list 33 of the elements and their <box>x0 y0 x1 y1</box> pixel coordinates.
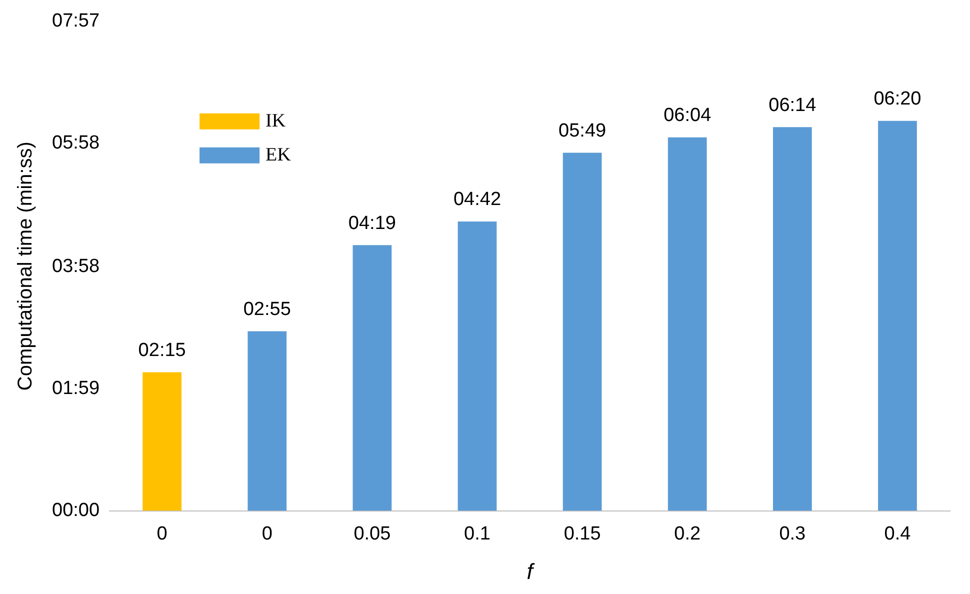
data-label: 02:55 <box>243 298 291 320</box>
y-tick-label: 01:59 <box>52 378 100 399</box>
bar <box>248 331 287 511</box>
x-tick-label: 0.05 <box>354 523 391 544</box>
data-label: 06:20 <box>874 88 922 110</box>
y-tick-label: 05:58 <box>52 132 100 154</box>
y-tick-label: 03:58 <box>52 256 100 277</box>
data-label: 06:14 <box>768 94 817 116</box>
x-tick-label: 0.15 <box>564 523 601 544</box>
x-tick-label: 0.2 <box>674 523 701 544</box>
x-axis-title: f <box>526 558 536 584</box>
x-tick-label: 0 <box>156 523 168 544</box>
bar <box>668 137 707 511</box>
y-axis-title: Computational time (min:ss) <box>14 142 37 391</box>
y-tick-label: 07:57 <box>52 10 100 32</box>
bar <box>878 120 917 511</box>
legend-label: EK <box>266 144 292 166</box>
bar <box>562 152 602 511</box>
bar <box>352 245 392 511</box>
bar <box>458 221 497 511</box>
x-tick-label: 0.4 <box>884 523 912 544</box>
data-label: 06:04 <box>664 105 712 126</box>
x-tick-label: 0.1 <box>464 523 490 544</box>
bar <box>772 127 812 511</box>
x-tick-label: 0 <box>262 523 272 544</box>
legend-label: IK <box>266 110 286 132</box>
bar <box>142 372 182 511</box>
y-tick-label: 00:00 <box>52 500 100 522</box>
data-label: 04:42 <box>453 189 502 210</box>
data-label: 05:49 <box>558 120 606 142</box>
data-label: 02:15 <box>138 340 186 362</box>
data-label: 04:19 <box>348 212 396 234</box>
x-tick-label: 0.3 <box>779 523 806 544</box>
